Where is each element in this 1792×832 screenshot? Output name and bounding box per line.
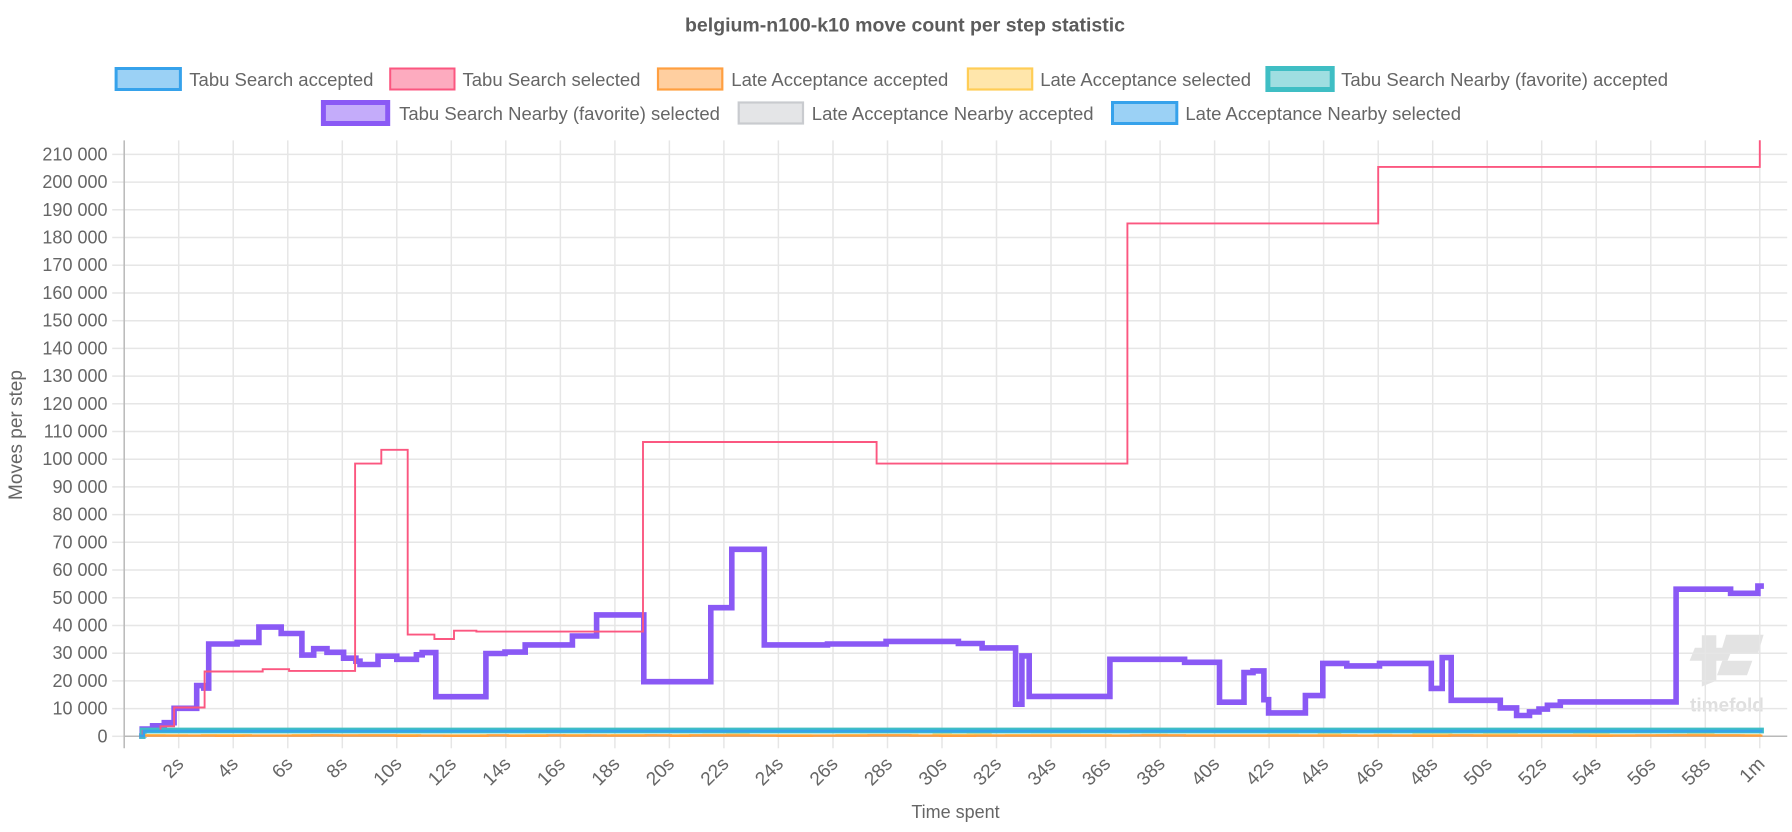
- svg-text:Late Acceptance Nearby selecte: Late Acceptance Nearby selected: [1185, 103, 1461, 124]
- svg-text:190 000: 190 000: [42, 200, 107, 220]
- svg-text:timefold: timefold: [1690, 696, 1764, 717]
- svg-text:90 000: 90 000: [52, 477, 107, 497]
- svg-text:Late Acceptance Nearby accepte: Late Acceptance Nearby accepted: [812, 103, 1094, 124]
- svg-text:belgium-n100-k10 move count pe: belgium-n100-k10 move count per step sta…: [685, 15, 1125, 37]
- svg-text:160 000: 160 000: [42, 283, 107, 303]
- svg-text:140 000: 140 000: [42, 338, 107, 358]
- svg-text:20 000: 20 000: [52, 671, 107, 691]
- svg-text:110 000: 110 000: [44, 422, 108, 442]
- svg-text:Time spent: Time spent: [911, 802, 999, 822]
- svg-text:Late Acceptance selected: Late Acceptance selected: [1040, 69, 1251, 90]
- svg-text:Tabu Search Nearby (favorite): Tabu Search Nearby (favorite) selected: [399, 103, 720, 124]
- svg-text:210 000: 210 000: [42, 144, 107, 164]
- svg-text:120 000: 120 000: [42, 394, 107, 414]
- svg-text:60 000: 60 000: [52, 560, 107, 580]
- svg-text:Tabu Search selected: Tabu Search selected: [463, 69, 641, 90]
- svg-text:50 000: 50 000: [52, 588, 107, 608]
- svg-text:10 000: 10 000: [52, 699, 107, 719]
- svg-text:130 000: 130 000: [42, 366, 107, 386]
- svg-text:Tabu Search accepted: Tabu Search accepted: [189, 69, 373, 90]
- svg-text:40 000: 40 000: [52, 616, 107, 636]
- svg-text:Tabu Search Nearby (favorite): Tabu Search Nearby (favorite) accepted: [1341, 69, 1668, 90]
- svg-text:70 000: 70 000: [52, 532, 107, 552]
- svg-text:180 000: 180 000: [42, 228, 107, 248]
- svg-text:100 000: 100 000: [42, 449, 107, 469]
- svg-text:150 000: 150 000: [42, 311, 107, 331]
- svg-text:0: 0: [97, 726, 107, 746]
- svg-text:170 000: 170 000: [42, 255, 107, 275]
- svg-text:200 000: 200 000: [42, 172, 107, 192]
- svg-text:Moves per step: Moves per step: [6, 370, 27, 500]
- svg-text:Late Acceptance accepted: Late Acceptance accepted: [731, 69, 948, 90]
- svg-text:80 000: 80 000: [52, 505, 107, 525]
- svg-text:30 000: 30 000: [52, 643, 107, 663]
